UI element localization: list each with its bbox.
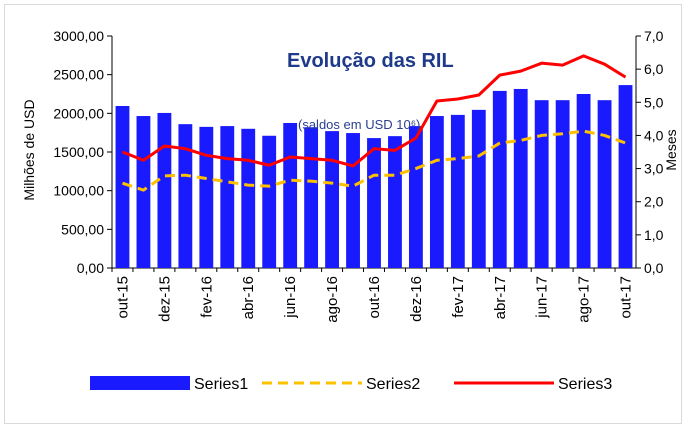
x-tick-label: out-16 <box>366 276 383 319</box>
x-tick-label: jun-16 <box>282 276 299 319</box>
bar <box>450 114 465 268</box>
y-tick-label: 2500,00 <box>53 67 104 83</box>
x-tick-label: abr-16 <box>240 276 257 319</box>
x-tick-label: fev-17 <box>450 276 467 318</box>
y2-tick-label: 4,0 <box>644 127 664 143</box>
bar <box>513 88 528 269</box>
y2-tick-label: 5,0 <box>644 94 664 110</box>
x-tick-label: dez-15 <box>156 276 173 322</box>
bar <box>241 128 256 268</box>
y2-tick-label: 6,0 <box>644 61 664 77</box>
x-tick-label: ago-17 <box>576 276 593 323</box>
bar <box>534 100 549 268</box>
y-tick-label: 0,00 <box>77 260 104 276</box>
y-tick-label: 3000,00 <box>53 28 104 44</box>
y2-tick-label: 1,0 <box>644 227 664 243</box>
bar <box>429 116 444 268</box>
x-tick-label: abr-17 <box>492 276 509 319</box>
bar <box>115 105 130 268</box>
legend-label: Series3 <box>558 376 612 393</box>
x-tick-label: out-17 <box>618 276 635 319</box>
bar <box>199 126 214 268</box>
bar <box>325 131 339 268</box>
x-tick-label: ago-16 <box>324 276 341 323</box>
bar <box>555 100 570 268</box>
x-tick-label: dez-16 <box>408 276 425 322</box>
legend-label: Series2 <box>366 376 420 393</box>
bar <box>409 126 423 269</box>
y-tick-label: 2000,00 <box>53 105 104 121</box>
bar <box>471 109 486 268</box>
x-tick-label: fev-16 <box>198 276 215 318</box>
y2-tick-label: 0,0 <box>644 260 664 276</box>
bar <box>597 100 612 268</box>
y-tick-label: 1000,00 <box>53 183 104 199</box>
y2-tick-label: 2,0 <box>644 194 664 210</box>
bar <box>136 116 151 268</box>
y-tick-label: 500,00 <box>61 221 104 237</box>
y2-tick-label: 3,0 <box>644 161 664 177</box>
y2-tick-label: 7,0 <box>644 28 664 44</box>
bar <box>220 126 235 269</box>
bar <box>576 94 591 268</box>
x-tick-label: out-15 <box>114 276 131 319</box>
y-axis-label: Milhões de USD <box>21 99 37 200</box>
chart-title: Evolução das RIL <box>287 50 454 72</box>
chart-subtitle: (saldos em USD 10⁶) <box>298 117 421 132</box>
legend-key <box>90 376 190 390</box>
bar <box>492 90 507 268</box>
y-tick-label: 1500,00 <box>53 144 104 160</box>
line-series <box>121 54 627 168</box>
bar <box>618 85 633 269</box>
x-tick-label: jun-17 <box>534 276 551 319</box>
bar <box>178 124 193 268</box>
bar <box>346 133 360 268</box>
bar <box>388 136 402 268</box>
bar <box>304 127 319 269</box>
legend-label: Series1 <box>194 376 248 393</box>
bar <box>262 135 277 268</box>
line-series <box>122 129 627 192</box>
bar <box>367 138 381 268</box>
bar <box>157 112 172 269</box>
y2-axis-label: Meses <box>663 129 679 170</box>
bar <box>283 123 298 268</box>
